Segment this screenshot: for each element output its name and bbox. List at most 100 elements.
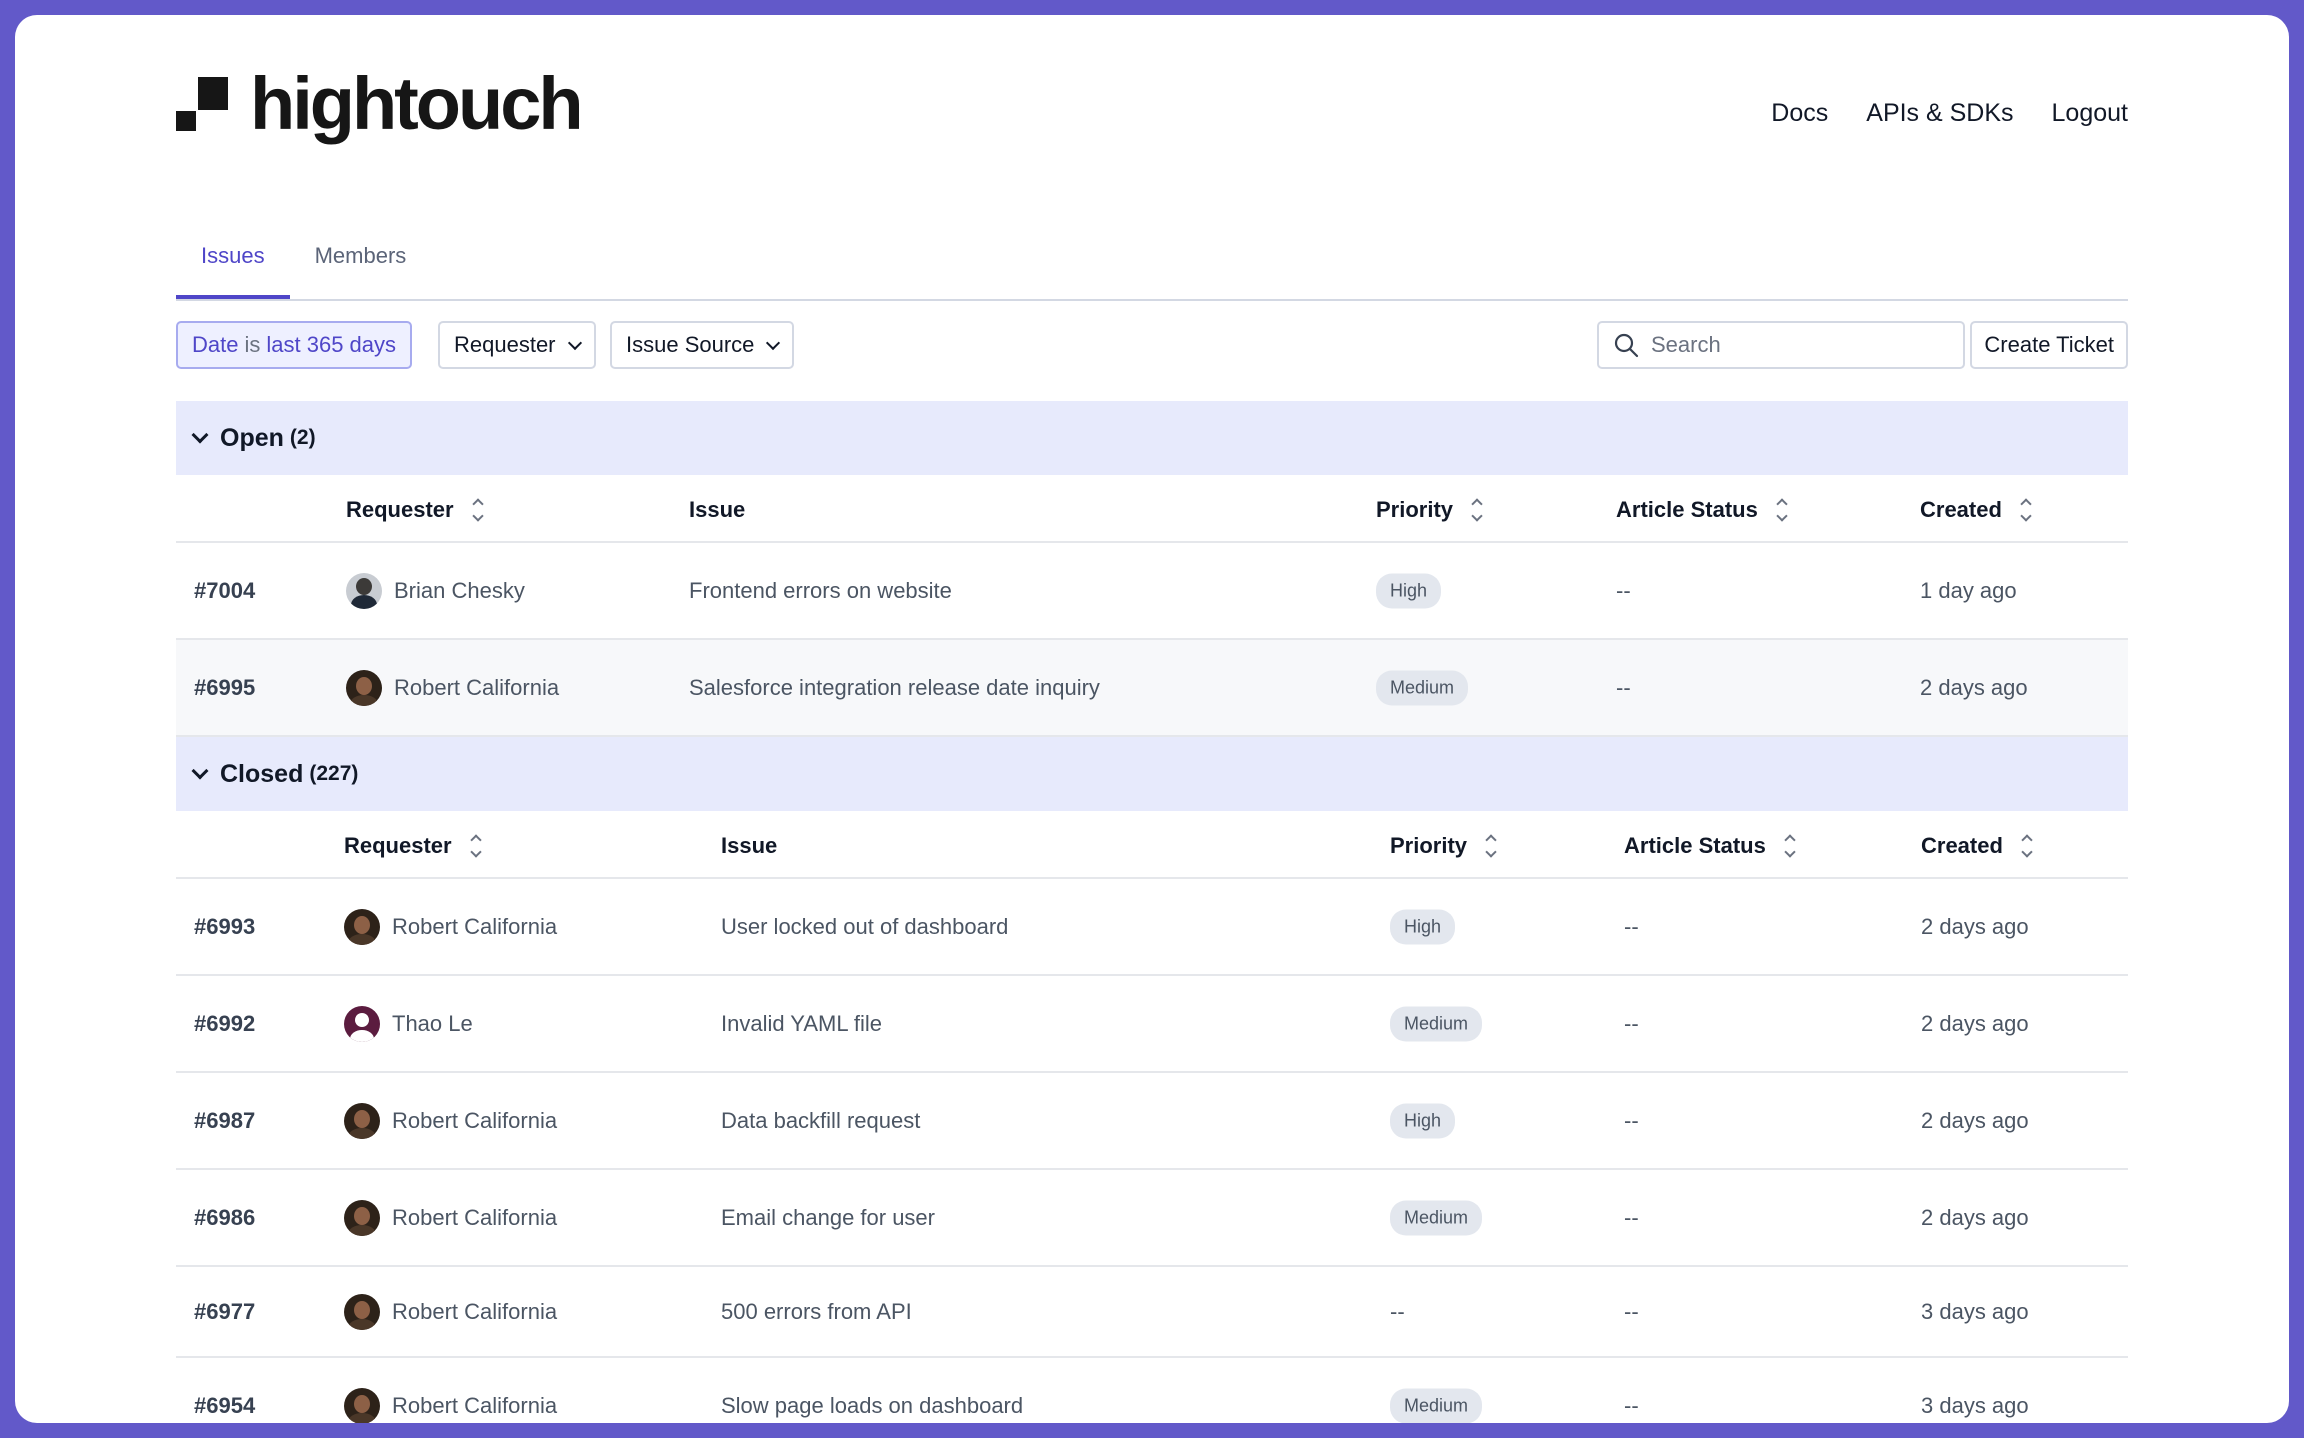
column-header-priority[interactable]: Priority [1376, 497, 1483, 523]
issue-title: Frontend errors on website [689, 577, 952, 603]
sort-icon [1784, 834, 1796, 858]
table-row[interactable]: #6993 Robert California User locked out … [176, 879, 2128, 976]
table-row[interactable]: #6987 Robert California Data backfill re… [176, 1073, 2128, 1170]
ticket-id: #6977 [194, 1298, 256, 1324]
column-header-created[interactable]: Created [1921, 833, 2033, 859]
nav-apis-link[interactable]: APIs & SDKs [1866, 99, 2014, 127]
issue-title: Salesforce integration release date inqu… [689, 674, 1100, 700]
priority-badge: Medium [1390, 1006, 1483, 1041]
requester-cell: Robert California [344, 1293, 557, 1330]
column-label: Priority [1390, 833, 1468, 858]
top-nav: Docs APIs & SDKs Logout [1771, 99, 2128, 128]
group-header-closed[interactable]: Closed (227) [176, 737, 2128, 811]
created-time: 2 days ago [1921, 1204, 2029, 1230]
toolbar: Date is last 365 days Requester Issue So… [176, 301, 2128, 401]
group-header-open[interactable]: Open (2) [176, 401, 2128, 475]
article-status: -- [1616, 674, 1631, 700]
ticket-id: #7004 [194, 577, 256, 603]
column-header-requester[interactable]: Requester [344, 833, 482, 859]
column-label: Issue [721, 833, 778, 858]
issue-title: 500 errors from API [721, 1298, 912, 1324]
chevron-down-icon [191, 762, 209, 780]
table-row[interactable]: #6992 Thao Le Invalid YAML file Medium -… [176, 976, 2128, 1073]
requester-name: Robert California [392, 1204, 558, 1230]
hightouch-logo[interactable]: hightouch [176, 62, 584, 145]
avatar [344, 1387, 380, 1423]
avatar [344, 1199, 380, 1236]
requester-cell: Robert California [346, 669, 560, 706]
table-row[interactable]: #6995 Robert California Salesforce integ… [176, 640, 2128, 737]
created-time: 2 days ago [1921, 1010, 2029, 1036]
tab-issues[interactable]: Issues [176, 205, 290, 299]
column-label: Issue [689, 497, 746, 522]
column-label: Created [1920, 497, 2002, 522]
table-row[interactable]: #6986 Robert California Email change for… [176, 1170, 2128, 1267]
requester-cell: Brian Chesky [346, 572, 525, 609]
ticket-id: #6993 [194, 913, 256, 939]
requester-name: Robert California [394, 674, 560, 700]
column-header-created[interactable]: Created [1920, 497, 2032, 523]
requester-filter-dropdown[interactable]: Requester [438, 321, 596, 369]
requester-cell: Robert California [344, 1199, 558, 1236]
article-status: -- [1624, 1298, 1639, 1324]
column-header-requester[interactable]: Requester [346, 497, 484, 523]
priority-badge: Medium [1390, 1200, 1483, 1235]
priority-badge: Medium [1376, 670, 1469, 705]
nav-docs-link[interactable]: Docs [1771, 99, 1829, 127]
ticket-id: #6987 [194, 1107, 256, 1133]
date-filter-operator: is [244, 332, 261, 357]
sort-icon [1471, 498, 1483, 522]
header: hightouch Docs APIs & SDKs Logout [176, 15, 2128, 205]
avatar [346, 669, 382, 706]
priority-empty: -- [1390, 1298, 1405, 1324]
group-title: Open [220, 423, 284, 452]
requester-cell: Robert California [344, 1387, 558, 1423]
tab-bar: Issues Members [176, 205, 2128, 301]
column-header-issue: Issue [689, 497, 745, 523]
sort-icon [1485, 834, 1497, 858]
column-label: Priority [1376, 497, 1454, 522]
requester-name: Brian Chesky [394, 577, 525, 603]
nav-logout-link[interactable]: Logout [2051, 99, 2128, 127]
table-row[interactable]: #7004 Brian Chesky Frontend errors on we… [176, 543, 2128, 640]
logo-mark-icon [176, 77, 228, 131]
sort-icon [469, 834, 482, 858]
chevron-down-icon [191, 426, 209, 444]
requester-name: Robert California [392, 1392, 558, 1418]
article-status: -- [1624, 1010, 1639, 1036]
created-time: 1 day ago [1920, 577, 2017, 603]
article-status: -- [1624, 1204, 1639, 1230]
sort-icon [1776, 498, 1788, 522]
column-label: Article Status [1616, 497, 1758, 522]
table-row[interactable]: #6954 Robert California Slow page loads … [176, 1358, 2128, 1423]
column-header-article-status[interactable]: Article Status [1616, 497, 1788, 523]
tab-members[interactable]: Members [314, 243, 407, 268]
created-time: 3 days ago [1921, 1392, 2029, 1418]
column-header-article-status[interactable]: Article Status [1624, 833, 1796, 859]
requester-cell: Thao Le [344, 1005, 473, 1042]
requester-cell: Robert California [344, 1102, 557, 1139]
priority-badge: Medium [1390, 1388, 1483, 1423]
issue-source-filter-dropdown[interactable]: Issue Source [610, 321, 795, 369]
group-count: (227) [309, 762, 359, 785]
sort-icon [2020, 498, 2032, 522]
logo-wordmark: hightouch [250, 62, 584, 145]
avatar [344, 1005, 380, 1042]
create-ticket-button[interactable]: Create Ticket [1970, 321, 2128, 369]
sort-icon [2021, 834, 2033, 858]
date-filter-value: last 365 days [266, 332, 397, 357]
created-time: 2 days ago [1921, 913, 2029, 939]
sort-icon [471, 498, 484, 522]
date-filter-chip[interactable]: Date is last 365 days [176, 321, 413, 369]
search-box [1597, 321, 1965, 369]
column-header-priority[interactable]: Priority [1390, 833, 1497, 859]
column-label: Created [1921, 833, 2003, 858]
table-row[interactable]: #6977 Robert California 500 errors from … [176, 1267, 2128, 1358]
ticket-id: #6992 [194, 1010, 256, 1036]
search-input[interactable] [1651, 332, 1941, 358]
column-label: Article Status [1624, 833, 1766, 858]
column-header-issue: Issue [721, 833, 777, 859]
column-label: Requester [344, 833, 452, 858]
column-label: Requester [346, 497, 454, 522]
article-status: -- [1624, 1392, 1639, 1418]
